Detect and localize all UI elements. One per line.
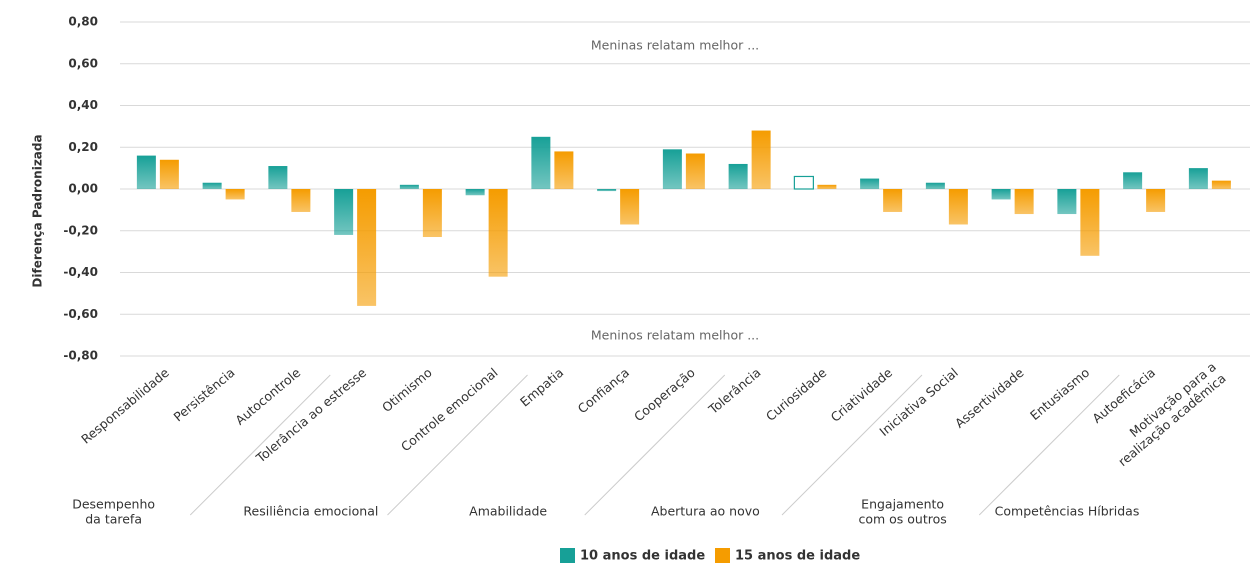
bar <box>1080 189 1100 256</box>
group-separator <box>189 374 331 516</box>
group-label: Competências Híbridas <box>995 504 1140 519</box>
y-tick-label: 0,80 <box>68 15 98 29</box>
x-tick-label: Empatia <box>517 365 566 410</box>
x-tick-label: Curiosidade <box>763 365 830 424</box>
bar <box>334 189 354 235</box>
x-tick-label: Otimismo <box>379 365 435 415</box>
y-tick-label: -0,80 <box>63 349 98 363</box>
bar <box>1123 172 1143 189</box>
group-separator <box>387 374 528 516</box>
x-tick-label: Responsabilidade <box>78 365 172 447</box>
x-tick-label: Cooperação <box>631 365 698 424</box>
bar <box>1146 189 1166 212</box>
y-tick-label: 0,40 <box>68 98 98 112</box>
x-tick-label: Tolerância ao estresse <box>252 365 369 466</box>
bar <box>159 159 179 189</box>
legend-swatch <box>560 548 575 563</box>
bar <box>488 189 508 277</box>
bar <box>136 155 156 189</box>
bar <box>531 136 551 189</box>
x-tick-label: Persistência <box>170 365 237 425</box>
bar <box>860 178 880 189</box>
legend-label: 15 anos de idade <box>735 549 860 564</box>
bar <box>925 182 945 189</box>
bar <box>685 153 705 189</box>
x-tick-label: Assertividade <box>952 365 1027 431</box>
bar <box>268 166 288 189</box>
x-tick-label: Criatividade <box>828 365 896 425</box>
bar <box>291 189 311 212</box>
bar <box>422 189 442 238</box>
bar <box>1211 180 1231 189</box>
bar <box>751 130 771 189</box>
bar <box>817 184 837 189</box>
x-tick-label: Entusiasmo <box>1027 365 1092 423</box>
y-tick-label: 0,60 <box>68 56 98 70</box>
bar <box>1188 168 1208 189</box>
group-label: Abertura ao novo <box>651 504 760 519</box>
y-tick-label: 0,00 <box>68 182 98 196</box>
x-tick-label: Motivação para arealização acadêmica <box>1106 359 1229 469</box>
bar <box>991 189 1011 200</box>
bar <box>883 189 903 212</box>
bar <box>620 189 640 225</box>
x-tick-label: Tolerância <box>705 365 764 418</box>
group-separator <box>781 374 923 516</box>
group-label: Engajamento com os outros <box>858 496 946 526</box>
bar <box>554 151 574 189</box>
annotation: Meninos relatam melhor ... <box>591 328 759 343</box>
bar <box>465 189 485 196</box>
x-tick-label: Confiança <box>575 365 632 417</box>
bar <box>728 163 748 189</box>
group-separator <box>584 374 726 516</box>
bar <box>1014 189 1034 215</box>
bar <box>948 189 968 225</box>
y-tick-label: 0,20 <box>68 140 98 154</box>
y-axis-label: Diferença Padronizada <box>31 134 45 287</box>
bar <box>1057 189 1077 215</box>
bar <box>202 182 222 189</box>
bar <box>357 189 377 306</box>
x-tick-label: Autocontrole <box>232 365 303 428</box>
y-tick-label: -0,60 <box>63 307 98 321</box>
bar <box>225 189 245 200</box>
group-separator <box>978 374 1120 516</box>
annotation: Meninas relatam melhor ... <box>591 38 759 53</box>
bar <box>662 149 682 189</box>
y-tick-label: -0,40 <box>63 265 98 279</box>
group-label: Amabilidade <box>469 504 547 519</box>
group-label: Resiliência emocional <box>243 504 378 519</box>
bar <box>793 175 814 190</box>
legend-swatch <box>715 548 730 563</box>
legend-label: 10 anos de idade <box>580 549 705 564</box>
y-tick-label: -0,20 <box>63 223 98 237</box>
bar <box>399 184 419 189</box>
group-label: Desempenho da tarefa <box>72 496 155 526</box>
bar <box>597 189 617 192</box>
